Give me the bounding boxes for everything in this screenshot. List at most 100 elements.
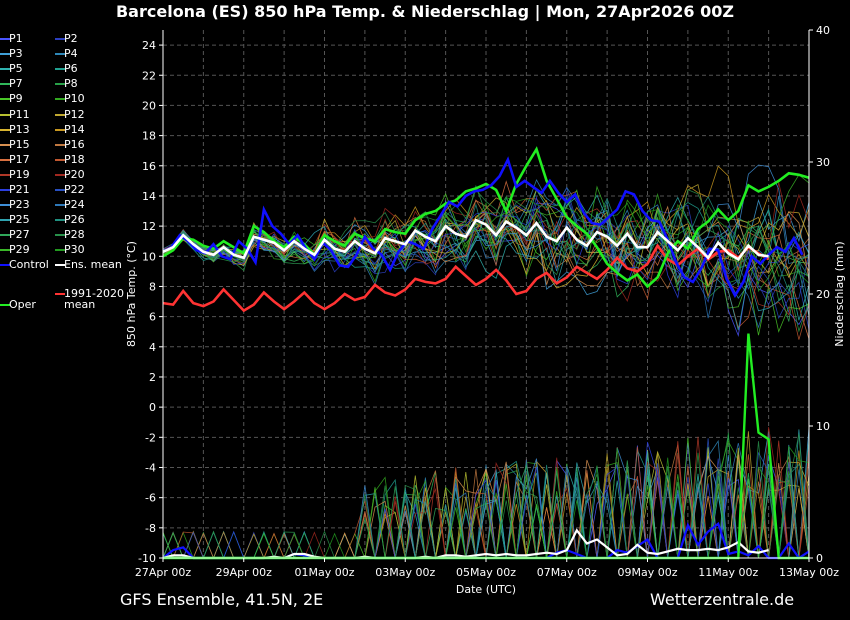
legend-swatch [55, 128, 65, 131]
y-tick-label: 12 [142, 220, 156, 233]
legend-swatch [55, 143, 65, 146]
legend-label: 1991-2020 [64, 287, 124, 300]
legend-swatch [55, 189, 65, 191]
member-temp-line [162, 192, 810, 285]
legend-label: P16 [64, 137, 85, 151]
x-tick-label: 05May 00z [456, 566, 516, 579]
y-tick-label: 10 [142, 250, 156, 263]
legend-label: P12 [64, 107, 85, 121]
legend-swatch [55, 173, 65, 176]
legend-swatch [55, 293, 65, 295]
y2-axis-label: Niederschlag (mm) [833, 241, 846, 346]
legend-label: P28 [64, 228, 85, 242]
legend-label: P5 [9, 62, 23, 76]
y-tick-label: 4 [149, 341, 156, 354]
y-tick-label: 8 [149, 280, 156, 293]
climate-mean-line [162, 243, 770, 313]
legend-label: P24 [64, 198, 85, 212]
legend-swatch [55, 113, 65, 116]
legend-label: P10 [64, 92, 85, 106]
legend-label: P21 [9, 183, 30, 196]
x-tick-label: 03May 00z [375, 566, 435, 579]
legend-swatch [0, 128, 10, 131]
legend-label: P1 [9, 32, 23, 45]
legend-swatch [0, 219, 10, 222]
member-temp-line [162, 188, 810, 286]
axes: -10-8-6-4-202468101214161820222401020304… [125, 24, 846, 596]
legend-swatch [55, 264, 65, 266]
member-temp-line [162, 200, 810, 329]
legend-label: P17 [9, 152, 30, 166]
legend-label: P3 [9, 47, 23, 61]
x-tick-label: 11May 00z [698, 566, 758, 579]
legend-label: P29 [9, 243, 30, 257]
legend-swatch [0, 189, 10, 191]
x-tick-label: 29Apr 00z [216, 566, 273, 579]
model-label: GFS Ensemble, 41.5N, 2E [120, 590, 324, 609]
legend-swatch [55, 53, 65, 56]
legend-swatch [0, 304, 10, 306]
x-tick-label: 27Apr 00z [135, 566, 192, 579]
legend-swatch [0, 143, 10, 146]
y2-tick-label: 10 [816, 420, 830, 433]
legend-label: P19 [9, 167, 30, 181]
legend-swatch [0, 158, 10, 161]
legend-swatch [55, 249, 65, 252]
legend-swatch [0, 38, 10, 40]
legend-label: P26 [64, 213, 85, 227]
legend-label: P11 [9, 107, 30, 121]
legend-label: P8 [64, 77, 78, 91]
y-tick-label: 24 [142, 39, 156, 52]
legend-label: P7 [9, 77, 23, 91]
y-tick-label: 0 [149, 401, 156, 414]
y-tick-label: -8 [145, 522, 156, 535]
x-tick-label: 01May 00z [294, 566, 354, 579]
legend-label: Ens. mean [64, 258, 122, 271]
y-tick-label: 22 [142, 69, 156, 82]
legend-swatch [55, 204, 65, 207]
legend-label: P18 [64, 152, 85, 166]
y-axis-label: 850 hPa Temp. (°C) [125, 241, 138, 347]
y-tick-label: 2 [149, 371, 156, 384]
legend-swatch [55, 98, 65, 101]
legend-label: P22 [64, 183, 85, 196]
legend-swatch [55, 68, 65, 71]
y-tick-label: -6 [145, 492, 156, 505]
legend-label: P30 [64, 243, 85, 257]
legend-swatch [55, 158, 65, 161]
x-tick-label: 07May 00z [537, 566, 597, 579]
legend-label: P13 [9, 122, 30, 136]
y-tick-label: 16 [142, 160, 156, 173]
control-temp-line [162, 156, 804, 299]
legend-label: Oper [9, 298, 36, 311]
legend-label: Control [9, 258, 49, 271]
y-tick-label: 6 [149, 311, 156, 324]
x-tick-label: 09May 00z [617, 566, 677, 579]
legend-label: P23 [9, 198, 30, 212]
y-tick-label: 14 [142, 190, 156, 203]
legend-swatch [0, 83, 10, 86]
legend: P1 P2 P3 P4 P5 P6 P7 P8 P9 P10 P11 P12 P13 P14 P15 P16 P… [0, 30, 135, 320]
legend-swatch [0, 98, 10, 101]
x-axis-label: Date (UTC) [456, 583, 516, 596]
y-tick-label: -4 [145, 461, 156, 474]
chart-title: Barcelona (ES) 850 hPa Temp. & Niedersch… [115, 2, 734, 21]
legend-swatch [55, 219, 65, 222]
y-tick-label: 18 [142, 130, 156, 143]
legend-label: P27 [9, 228, 30, 242]
y2-tick-label: 30 [816, 156, 830, 169]
legend-swatch [0, 249, 10, 252]
y-tick-label: -2 [145, 431, 156, 444]
y2-tick-label: 40 [816, 24, 830, 37]
legend-label: P9 [9, 92, 23, 106]
legend-label: P14 [64, 122, 85, 136]
member-temp-line [162, 164, 810, 280]
y-tick-label: -10 [138, 552, 156, 565]
member-precip-line [163, 438, 810, 559]
y-tick-label: 20 [142, 99, 156, 112]
legend-label: P2 [64, 32, 78, 45]
legend-swatch [0, 204, 10, 207]
legend-swatch [0, 173, 10, 176]
ens-mean-temp-line [162, 218, 769, 262]
